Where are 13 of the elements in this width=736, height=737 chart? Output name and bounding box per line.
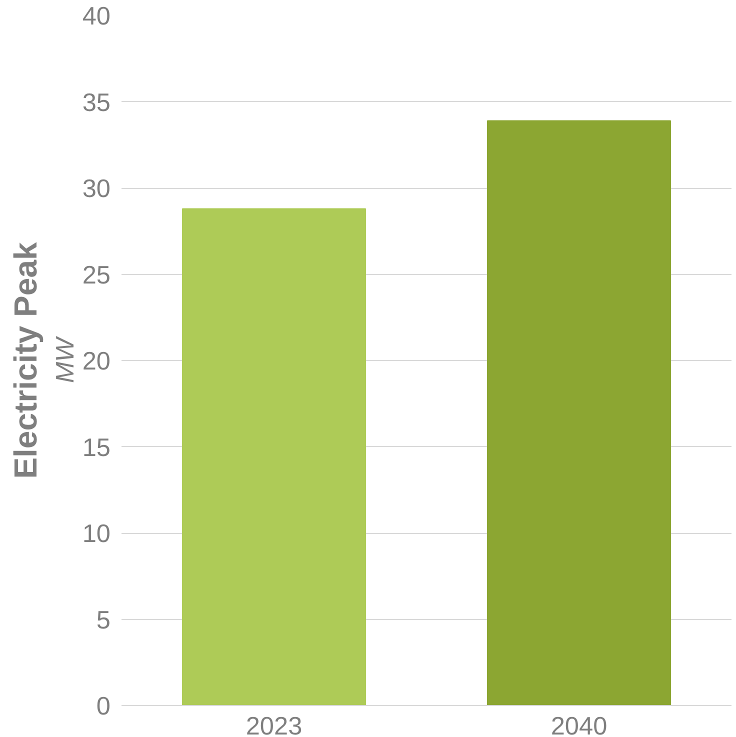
y-tick-label: 0 <box>96 692 111 720</box>
y-axis-title: Electricity Peak <box>8 242 44 479</box>
y-tick-label: 40 <box>82 2 111 30</box>
y-tick-label: 5 <box>96 606 111 634</box>
y-tick-label: 20 <box>82 348 111 376</box>
y-tick-label: 30 <box>82 175 111 203</box>
y-tick-label: 25 <box>82 261 111 290</box>
y-tick-label: 35 <box>82 88 111 117</box>
x-tick-label: 2023 <box>246 712 302 737</box>
y-tick-label: 15 <box>82 434 111 462</box>
x-tick-label: 2040 <box>550 712 608 737</box>
y-tick-label: 10 <box>82 520 111 548</box>
text: MW <box>51 336 80 383</box>
